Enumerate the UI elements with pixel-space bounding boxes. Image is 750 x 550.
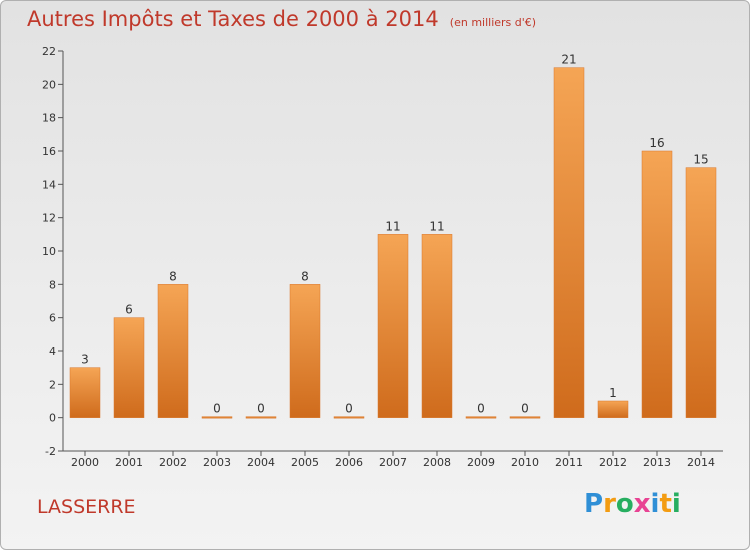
data-label: 11 xyxy=(385,219,400,233)
logo-letter: r xyxy=(603,489,616,519)
data-label: 0 xyxy=(213,402,221,416)
bar xyxy=(421,234,453,418)
title-area: Autres Impôts et Taxes de 2000 à 2014 (e… xyxy=(27,7,536,31)
logo-letter: t xyxy=(659,489,672,519)
y-tick-label: 18 xyxy=(42,112,56,125)
y-tick-label: 2 xyxy=(49,378,56,391)
data-label: 8 xyxy=(301,269,309,283)
y-tick-label: 20 xyxy=(42,78,56,91)
y-tick-label: 12 xyxy=(42,212,56,225)
chart-subtitle: (en milliers d'€) xyxy=(449,16,537,29)
y-tick-label: 4 xyxy=(49,345,56,358)
bar xyxy=(201,416,233,419)
bar xyxy=(245,416,277,419)
logo-letter: i xyxy=(650,489,660,519)
bar xyxy=(377,234,409,418)
logo-letter: x xyxy=(633,489,651,519)
x-tick-label: 2013 xyxy=(643,456,671,469)
data-label: 3 xyxy=(81,353,89,367)
x-tick-label: 2012 xyxy=(599,456,627,469)
bar xyxy=(509,416,541,419)
commune-name: LASSERRE xyxy=(37,496,136,518)
data-labels: 3 6 8 0 0 8 0 11 11 0 0 21 1 16 15 xyxy=(81,53,708,416)
bar xyxy=(333,416,365,419)
logo-letter: o xyxy=(615,489,634,519)
bar xyxy=(465,416,497,419)
y-tick-label: 8 xyxy=(49,278,56,291)
bar xyxy=(69,367,101,418)
data-label: 15 xyxy=(693,153,708,167)
x-tick-label: 2001 xyxy=(115,456,143,469)
data-label: 16 xyxy=(649,136,664,150)
x-tick-label: 2014 xyxy=(687,456,715,469)
data-label: 8 xyxy=(169,269,177,283)
x-tick-label: 2010 xyxy=(511,456,539,469)
bar xyxy=(553,67,585,418)
y-tick-label: 14 xyxy=(42,178,56,191)
bar xyxy=(289,284,321,418)
bar xyxy=(597,400,629,418)
x-tick-label: 2002 xyxy=(159,456,187,469)
data-label: 6 xyxy=(125,303,133,317)
x-tick-label: 2007 xyxy=(379,456,407,469)
data-label: 0 xyxy=(521,402,529,416)
logo-letter: P xyxy=(584,489,604,519)
x-tick-label: 2000 xyxy=(71,456,99,469)
proxiti-logo: Proxiti xyxy=(584,489,681,519)
x-tick-label: 2004 xyxy=(247,456,275,469)
x-tick-label: 2009 xyxy=(467,456,495,469)
bar xyxy=(113,317,145,418)
bar xyxy=(685,167,717,418)
bar xyxy=(157,284,189,418)
bar xyxy=(641,150,673,418)
y-tick-label: 16 xyxy=(42,145,56,158)
chart-title: Autres Impôts et Taxes de 2000 à 2014 xyxy=(27,7,439,31)
bars xyxy=(69,67,717,419)
data-label: 0 xyxy=(477,402,485,416)
y-tick-label: 10 xyxy=(42,245,56,258)
x-tick-label: 2008 xyxy=(423,456,451,469)
data-label: 0 xyxy=(345,402,353,416)
x-tick-label: 2005 xyxy=(291,456,319,469)
y-tick-label: 0 xyxy=(49,412,56,425)
x-tick-label: 2003 xyxy=(203,456,231,469)
logo-letter: i xyxy=(671,489,681,519)
y-tick-label: 22 xyxy=(42,45,56,58)
y-tick-label: -2 xyxy=(45,445,56,458)
data-label: 21 xyxy=(561,53,576,67)
y-tick-label: 6 xyxy=(49,312,56,325)
data-label: 11 xyxy=(429,219,444,233)
x-tick-label: 2011 xyxy=(555,456,583,469)
data-label: 1 xyxy=(609,386,617,400)
data-label: 0 xyxy=(257,402,265,416)
x-tick-label: 2006 xyxy=(335,456,363,469)
